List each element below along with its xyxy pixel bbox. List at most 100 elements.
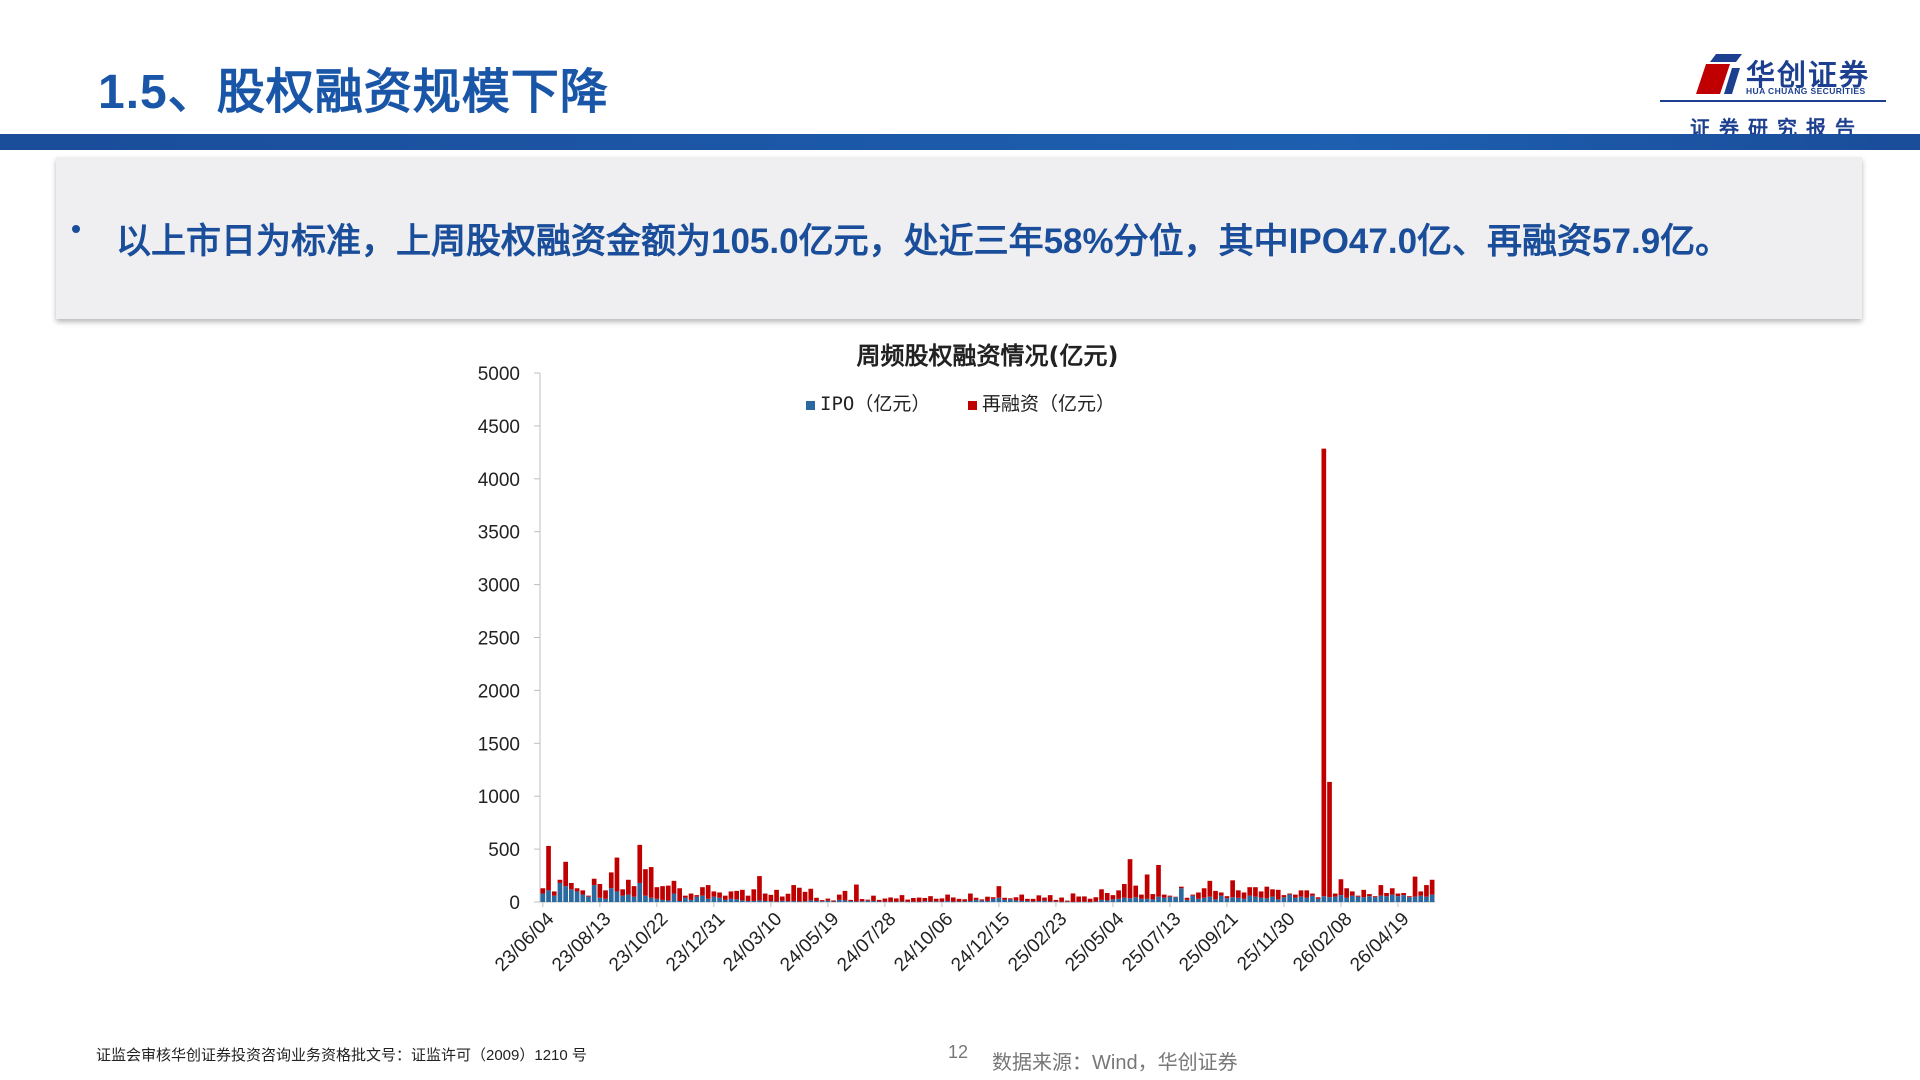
bar-refinancing xyxy=(722,895,728,900)
bar-ipo xyxy=(791,900,797,902)
bar-ipo xyxy=(1110,899,1116,902)
bar-ipo xyxy=(939,901,945,903)
bar-ipo xyxy=(574,891,580,902)
bar-ipo xyxy=(1087,901,1093,903)
bar-ipo xyxy=(1310,895,1315,902)
bar-ipo xyxy=(597,897,603,902)
y-tick-label: 1500 xyxy=(478,734,520,755)
bar-refinancing xyxy=(1310,893,1315,896)
bar-refinancing xyxy=(911,897,916,902)
bar-ipo xyxy=(1372,897,1378,902)
bar-refinancing xyxy=(1424,885,1429,897)
bar-refinancing xyxy=(563,861,568,887)
bar-refinancing xyxy=(1338,879,1344,896)
bar-refinancing xyxy=(1110,895,1116,900)
bar-refinancing xyxy=(1042,897,1047,901)
bar-refinancing xyxy=(1344,888,1349,898)
y-tick-label: 3000 xyxy=(478,576,520,597)
bar-ipo xyxy=(1253,896,1258,902)
bar-ipo xyxy=(905,901,911,903)
bar-refinancing xyxy=(1133,885,1139,898)
bar-refinancing xyxy=(591,878,597,886)
bar-refinancing xyxy=(540,888,546,894)
x-tick-label: 25/05/04 xyxy=(1061,908,1128,975)
bar-ipo xyxy=(916,901,922,903)
bar-refinancing xyxy=(985,896,990,901)
bar-ipo xyxy=(762,900,768,902)
bar-refinancing xyxy=(802,891,808,902)
bar-refinancing xyxy=(825,898,831,901)
bar-refinancing xyxy=(551,891,557,896)
bar-refinancing xyxy=(956,898,962,902)
bar-ipo xyxy=(825,900,831,902)
bar-ipo xyxy=(968,900,973,902)
bar-refinancing xyxy=(939,898,945,902)
bar-ipo xyxy=(1258,897,1264,902)
bar-ipo xyxy=(1401,895,1406,902)
bar-refinancing xyxy=(893,898,899,902)
bar-ipo xyxy=(802,901,808,902)
bar-refinancing xyxy=(928,896,933,902)
bar-refinancing xyxy=(797,887,802,902)
bar-ipo xyxy=(774,901,779,902)
y-tick-label: 5000 xyxy=(478,364,520,385)
bar-ipo xyxy=(586,896,591,902)
legend-swatch-1 xyxy=(806,401,815,410)
bar-ipo xyxy=(1298,896,1304,902)
bar-ipo xyxy=(1121,897,1127,902)
bar-ipo xyxy=(1025,900,1030,902)
bar-refinancing xyxy=(688,893,694,900)
bar-refinancing xyxy=(569,882,574,890)
x-tick-label: 24/07/28 xyxy=(833,909,900,976)
bar-refinancing xyxy=(1258,891,1264,898)
legend-label-2: 再融资（亿元） xyxy=(982,393,1115,415)
bar-refinancing xyxy=(888,897,893,902)
bar-refinancing xyxy=(745,895,751,901)
bar-ipo xyxy=(899,901,905,902)
bar-ipo xyxy=(1350,895,1355,902)
page-title: 1.5、股权融资规模下降 xyxy=(98,66,609,119)
bar-ipo xyxy=(683,897,688,902)
header-band xyxy=(0,134,1920,150)
bar-ipo xyxy=(1338,895,1344,902)
bar-ipo xyxy=(1019,900,1025,902)
bar-refinancing xyxy=(808,888,814,901)
bar-refinancing xyxy=(865,899,871,901)
bar-ipo xyxy=(950,901,956,903)
bar-ipo xyxy=(728,898,734,902)
bar-ipo xyxy=(933,901,939,902)
bar-ipo xyxy=(1178,888,1184,902)
bar-ipo xyxy=(1036,901,1042,902)
chart-title: 周频股权融资情况(亿元) xyxy=(857,342,1119,370)
bar-ipo xyxy=(1070,901,1076,903)
bar-refinancing xyxy=(922,897,928,902)
bar-refinancing xyxy=(848,899,854,901)
bar-ipo xyxy=(1235,897,1241,902)
bar-refinancing xyxy=(1036,895,1042,902)
bar-ipo xyxy=(882,901,888,903)
bar-refinancing xyxy=(819,900,825,902)
bar-ipo xyxy=(1053,901,1059,902)
y-tick-label: 500 xyxy=(488,840,520,861)
bar-ipo xyxy=(1224,898,1230,902)
bar-refinancing xyxy=(979,899,985,901)
bar-refinancing xyxy=(1275,889,1281,900)
y-tick-label: 0 xyxy=(509,893,520,914)
bar-refinancing xyxy=(973,897,979,900)
bar-ipo xyxy=(854,901,859,902)
bar-refinancing xyxy=(557,879,563,883)
legend-label-1: IPO（亿元） xyxy=(820,393,930,415)
bar-ipo xyxy=(814,900,819,902)
y-tick-label: 3500 xyxy=(478,523,520,544)
bar-refinancing xyxy=(1053,899,1059,902)
bar-ipo xyxy=(563,886,568,902)
bar-ipo xyxy=(1013,900,1019,902)
bar-ipo xyxy=(893,901,899,903)
bar-refinancing xyxy=(968,893,973,901)
bar-ipo xyxy=(1418,895,1424,902)
bar-ipo xyxy=(1213,899,1218,902)
bar-refinancing xyxy=(608,872,614,889)
y-tick-label: 2500 xyxy=(478,629,520,650)
bar-refinancing xyxy=(950,897,956,902)
bar-ipo xyxy=(865,900,871,902)
